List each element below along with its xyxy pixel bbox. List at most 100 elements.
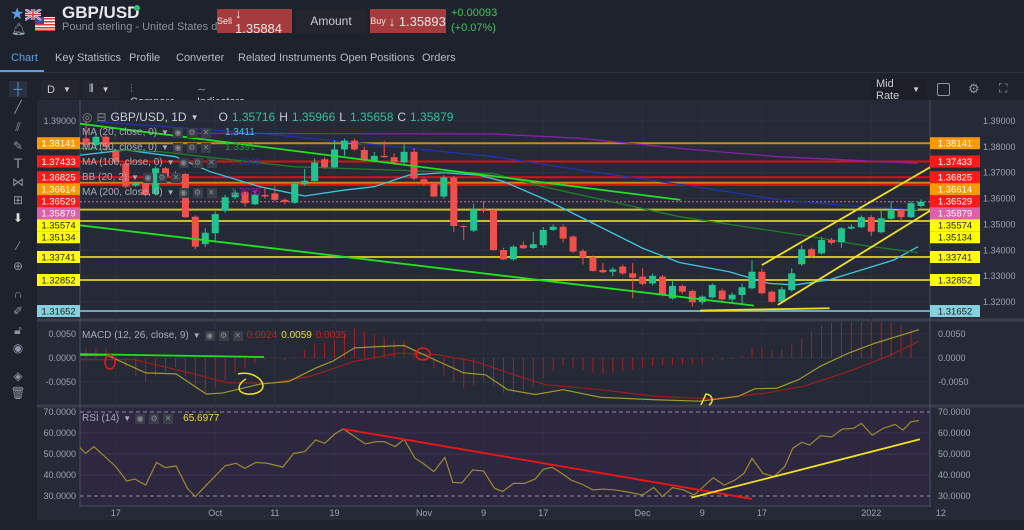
eye-icon[interactable]: ◉ [135, 413, 146, 424]
chevron-down-icon[interactable]: ▼ [161, 128, 169, 137]
gear-icon[interactable]: ⚙ [186, 142, 197, 153]
indicator-label[interactable]: MA (200, close, 0) [82, 187, 163, 198]
candle [410, 148, 418, 181]
chevron-down-icon[interactable]: ▼ [190, 112, 199, 122]
price-level-label: 1.35574 [37, 219, 80, 232]
gear-icon[interactable]: ⚙ [149, 413, 160, 424]
arrow-down-icon[interactable]: ⬇ [12, 211, 24, 225]
legend-symbol[interactable]: GBP/USD, 1D [110, 110, 187, 124]
price-level-label-text: 1.36614 [938, 185, 972, 196]
macd-label[interactable]: MACD (12, 26, close, 9) [82, 330, 189, 341]
expand-icon[interactable]: ⛶ [999, 81, 1008, 95]
settings-gear-icon[interactable]: ⚙ [968, 81, 980, 96]
indicators-button[interactable]: ∼ Indicators [197, 83, 245, 108]
interval-select[interactable]: D ▼ [41, 80, 78, 99]
gear-icon[interactable]: ⚙ [186, 127, 197, 138]
crosshair-icon[interactable]: ┼ [9, 81, 27, 97]
trash-icon[interactable]: 🗑︎ [10, 386, 26, 400]
price-tick-label: 1.36000 [983, 194, 1016, 204]
price-level-label: 1.38141 [930, 137, 980, 150]
macd-tick-label: 0.0050 [48, 329, 76, 339]
rsi-value: 65.6977 [183, 413, 220, 424]
eye-icon[interactable]: ◉ [178, 187, 189, 198]
tab-open-positions[interactable]: Open Positions [340, 52, 415, 64]
candle [718, 288, 726, 301]
close-icon[interactable]: ✕ [206, 157, 217, 168]
sell-button[interactable]: Sell ↓ 1.35884 [217, 6, 292, 36]
tab-orders[interactable]: Orders [422, 52, 456, 64]
chevron-down-icon[interactable]: ▼ [166, 158, 175, 167]
alert-bell-icon[interactable]: 🔔︎ [11, 22, 27, 36]
candle [589, 255, 597, 272]
price-type-select[interactable]: Mid Rate ▼ [870, 78, 926, 102]
indicator-label[interactable]: MA (50, close, 0) [82, 142, 158, 153]
eye-icon[interactable]: ◉ [204, 330, 215, 341]
chevron-down-icon[interactable]: ▼ [131, 173, 139, 182]
price-level-label-text: 1.37433 [41, 157, 75, 168]
chevron-down-icon[interactable]: ▼ [123, 414, 132, 423]
price-level-label-bg [37, 137, 80, 150]
gear-icon[interactable]: ⚙ [192, 157, 203, 168]
gear-icon[interactable]: ⚙ [192, 187, 203, 198]
tab-related-instruments[interactable]: Related Instruments [238, 52, 337, 64]
measure-icon[interactable]: ⊞ [12, 193, 24, 207]
candle-body [688, 290, 696, 303]
close-icon[interactable]: ✕ [200, 127, 211, 138]
price-level-label-text: 1.38141 [938, 139, 972, 150]
pattern-icon[interactable]: ⋈ [12, 175, 24, 189]
candle-body [758, 271, 766, 294]
chart-type-select[interactable]: ⫴ ▼ [83, 80, 120, 99]
trend-line-icon[interactable]: ╱ [14, 100, 22, 114]
zoom-in-icon[interactable]: ⊕ [12, 259, 24, 273]
close-icon[interactable]: ✕ [206, 187, 217, 198]
collapse-icon[interactable]: ⊟ [96, 110, 107, 124]
eye-icon[interactable]: ◉ [178, 157, 189, 168]
text-icon[interactable]: T [13, 155, 23, 171]
candle [460, 225, 468, 240]
amount-input[interactable]: Amount [296, 9, 366, 33]
chevron-down-icon[interactable]: ▼ [161, 143, 169, 152]
indicator-label[interactable]: BB (20, 2) [82, 172, 128, 183]
favorite-star-icon[interactable]: ★ [10, 6, 25, 23]
price-level-label: 1.31652 [37, 305, 80, 318]
tab-profile[interactable]: Profile [129, 52, 161, 64]
ruler-icon[interactable]: ⁄ [16, 239, 19, 253]
price-level-label-bg [930, 171, 980, 184]
date-tick-label: 9 [481, 508, 486, 518]
price-level-label: 1.38141 [37, 137, 80, 150]
gear-icon[interactable]: ⚙ [218, 330, 229, 341]
price-level-label: 1.32852 [930, 273, 980, 286]
price-level-label: 1.36614 [37, 183, 80, 196]
eye-icon[interactable]: ◉ [172, 127, 183, 138]
indicator-label[interactable]: MA (100, close, 0) [82, 157, 163, 168]
tab-bar: Chart Key Statistics Profile Converter R… [0, 45, 1024, 73]
sell-price: ↓ 1.35884 [235, 6, 283, 36]
lock-drawing-icon[interactable]: ✐ [12, 304, 24, 318]
price-level-label-bg [930, 250, 980, 263]
eye-icon[interactable]: ◉ [142, 172, 153, 183]
close-icon[interactable]: ✕ [200, 142, 211, 153]
parallel-channel-icon[interactable]: ⫽ [15, 120, 21, 134]
chevron-down-icon[interactable]: ▼ [166, 188, 175, 197]
close-icon[interactable]: ✕ [163, 413, 174, 424]
close-icon[interactable]: ✕ [170, 172, 181, 183]
tab-converter[interactable]: Converter [176, 52, 225, 64]
unlock-icon[interactable]: 🔓︎ [14, 323, 22, 337]
rsi-legend: RSI (14) ▼ ◉ ⚙ ✕ 65.6977 [82, 413, 219, 424]
close-icon[interactable]: ✕ [232, 330, 243, 341]
brush-icon[interactable]: ✎ [12, 139, 24, 153]
layers-icon[interactable]: ◈ [13, 369, 23, 383]
fullscreen-square-icon[interactable] [937, 83, 950, 96]
buy-button[interactable]: Buy ↓ 1.35893 [370, 9, 446, 33]
chevron-down-icon[interactable]: ▼ [192, 331, 201, 340]
rsi-label[interactable]: RSI (14) [82, 413, 120, 424]
eye-icon[interactable]: ◉ [12, 341, 24, 355]
tab-chart[interactable]: Chart [11, 52, 38, 64]
eye-icon[interactable]: ◉ [172, 142, 183, 153]
indicator-label[interactable]: MA (20, close, 0) [82, 127, 158, 138]
magnet-icon[interactable]: ∩ [13, 287, 23, 301]
tab-key-statistics[interactable]: Key Statistics [55, 52, 122, 64]
visibility-icon[interactable]: ◎ [82, 110, 93, 124]
gear-icon[interactable]: ⚙ [156, 172, 167, 183]
compare-button[interactable]: ⫶ Compare [130, 83, 175, 108]
